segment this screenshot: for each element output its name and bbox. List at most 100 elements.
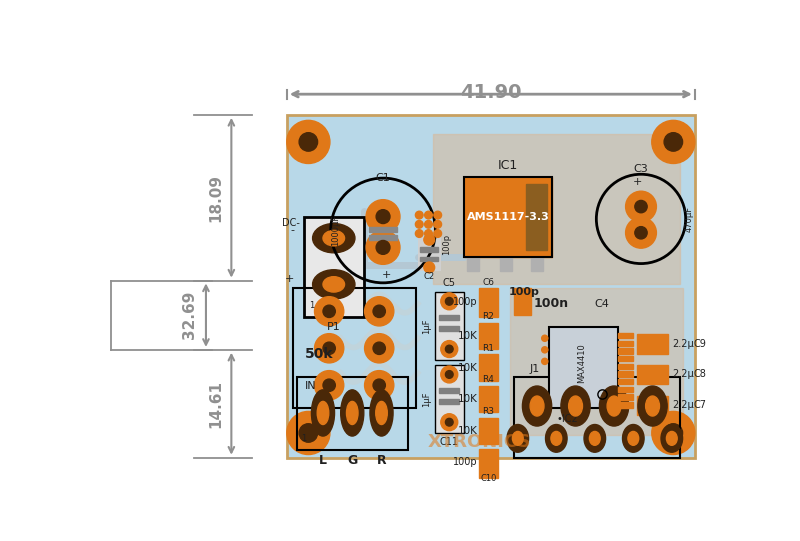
Ellipse shape xyxy=(590,431,600,445)
Bar xyxy=(433,134,679,285)
Text: +: + xyxy=(633,177,642,187)
Bar xyxy=(526,184,547,250)
Text: IN: IN xyxy=(305,381,316,391)
Ellipse shape xyxy=(622,425,644,452)
Ellipse shape xyxy=(370,390,393,436)
Circle shape xyxy=(652,120,695,163)
Ellipse shape xyxy=(346,401,358,425)
Ellipse shape xyxy=(313,223,355,253)
Text: 100n: 100n xyxy=(534,297,568,310)
Circle shape xyxy=(373,305,386,318)
Text: J1: J1 xyxy=(530,364,539,374)
Circle shape xyxy=(415,230,423,237)
Text: 100p: 100p xyxy=(453,297,478,307)
Ellipse shape xyxy=(638,386,667,426)
Ellipse shape xyxy=(530,396,544,416)
Text: MAX4410: MAX4410 xyxy=(578,344,586,383)
Text: R2: R2 xyxy=(482,312,494,321)
Text: C6: C6 xyxy=(482,278,494,287)
Circle shape xyxy=(446,418,453,426)
Text: AMS1117-3.3: AMS1117-3.3 xyxy=(467,212,550,222)
Bar xyxy=(479,288,498,318)
Circle shape xyxy=(376,241,390,254)
Bar xyxy=(467,258,479,271)
Text: 10K: 10K xyxy=(458,426,478,436)
Circle shape xyxy=(635,200,647,213)
Bar xyxy=(420,256,438,261)
Text: 10K: 10K xyxy=(458,394,478,404)
Circle shape xyxy=(441,341,458,358)
Ellipse shape xyxy=(323,276,345,292)
Ellipse shape xyxy=(323,230,345,246)
Text: C10: C10 xyxy=(480,474,497,483)
Ellipse shape xyxy=(341,390,364,436)
Circle shape xyxy=(323,342,335,354)
Bar xyxy=(479,386,498,412)
Ellipse shape xyxy=(666,431,677,445)
Ellipse shape xyxy=(551,431,562,445)
Bar xyxy=(637,334,668,354)
Circle shape xyxy=(323,379,335,391)
Circle shape xyxy=(446,345,453,353)
Ellipse shape xyxy=(628,431,638,445)
Bar xyxy=(479,354,498,381)
Circle shape xyxy=(314,334,344,363)
Bar xyxy=(439,326,459,331)
Text: 1: 1 xyxy=(301,434,306,443)
Circle shape xyxy=(425,211,432,219)
Text: 470µF: 470µF xyxy=(684,206,694,232)
Bar xyxy=(618,341,634,346)
Ellipse shape xyxy=(513,431,523,445)
Ellipse shape xyxy=(318,401,329,425)
Ellipse shape xyxy=(646,396,659,416)
Circle shape xyxy=(314,371,344,400)
Text: P1: P1 xyxy=(327,322,341,332)
Text: 100p: 100p xyxy=(509,287,539,297)
Bar xyxy=(304,217,364,318)
Text: •IC2: •IC2 xyxy=(556,414,578,424)
Bar xyxy=(479,323,498,349)
Text: 100p: 100p xyxy=(453,457,478,467)
Circle shape xyxy=(286,411,330,454)
Circle shape xyxy=(434,230,442,237)
Ellipse shape xyxy=(376,401,387,425)
Bar xyxy=(293,288,416,407)
Bar xyxy=(549,327,618,407)
Circle shape xyxy=(441,414,458,431)
Text: L: L xyxy=(319,454,327,467)
Ellipse shape xyxy=(522,386,552,426)
Ellipse shape xyxy=(661,425,682,452)
Circle shape xyxy=(314,296,344,326)
Circle shape xyxy=(373,342,386,354)
Bar xyxy=(637,365,668,385)
Text: 14.61: 14.61 xyxy=(209,380,223,428)
Circle shape xyxy=(373,379,386,391)
Text: C5: C5 xyxy=(442,278,456,288)
Ellipse shape xyxy=(507,425,529,452)
Text: DC-: DC- xyxy=(282,218,300,228)
Circle shape xyxy=(365,334,394,363)
Text: C4: C4 xyxy=(594,299,610,308)
Circle shape xyxy=(366,230,400,265)
Text: C2: C2 xyxy=(424,272,435,281)
Bar xyxy=(637,396,668,415)
Bar xyxy=(287,115,695,458)
Text: 50k: 50k xyxy=(305,347,333,361)
Ellipse shape xyxy=(546,425,567,452)
Text: +: + xyxy=(382,270,391,280)
Bar xyxy=(434,292,464,360)
Text: R3: R3 xyxy=(482,407,494,416)
Bar xyxy=(418,236,441,270)
Bar xyxy=(369,227,397,232)
Text: 100p: 100p xyxy=(442,234,450,255)
Circle shape xyxy=(366,200,400,234)
Ellipse shape xyxy=(599,386,629,426)
Text: 2.2µ: 2.2µ xyxy=(672,400,694,410)
Circle shape xyxy=(425,230,432,237)
Bar xyxy=(618,371,634,377)
Circle shape xyxy=(652,411,695,454)
Text: 10K: 10K xyxy=(458,331,478,341)
Bar xyxy=(439,399,459,404)
Bar xyxy=(618,387,634,392)
Bar xyxy=(434,365,464,433)
